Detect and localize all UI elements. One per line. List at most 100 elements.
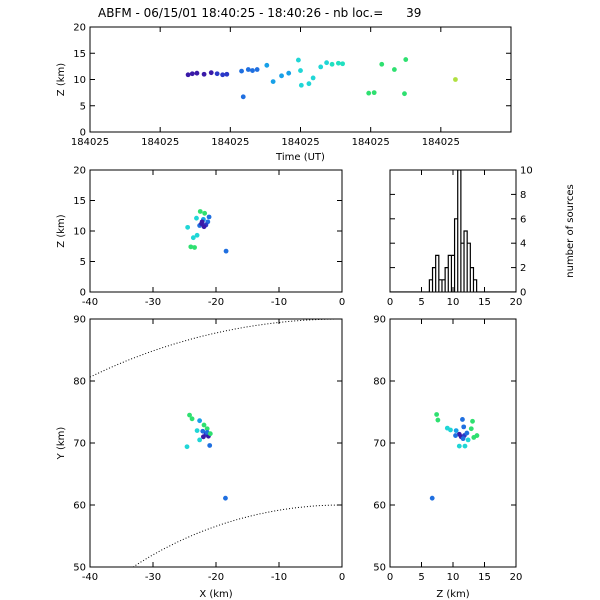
height_y-point (460, 436, 466, 442)
height_histogram-xtick-label: 15 (478, 297, 491, 308)
x_height-point (194, 232, 200, 238)
time_height-point (295, 57, 301, 63)
plan_view-ytick-label: 80 (73, 377, 86, 388)
time_height-x-axis-title: Time (UT) (275, 152, 325, 163)
height_y-ytick-label: 50 (373, 563, 386, 574)
height_y-xtick-label: 15 (478, 572, 491, 583)
time_height-point (310, 75, 316, 81)
time_height-point (371, 90, 377, 96)
plan_view-ytick-label: 70 (73, 439, 86, 450)
plan_view-point (223, 495, 228, 501)
x_height-point (199, 219, 205, 225)
height_y-point (471, 435, 477, 440)
x_height-panel: -40 -30 -20 -10 0 0 5 10 15 20 Z (km) (56, 166, 345, 309)
plan_view-point (207, 443, 213, 448)
plan_view-point (197, 437, 203, 443)
x_height-ytick-label: 20 (73, 166, 86, 177)
plan_view-data (90, 319, 342, 567)
height_histogram-y-axis-title: number of sources (565, 184, 576, 277)
time_height-point (403, 57, 409, 62)
time_height-xtick-label: 184025 (422, 137, 460, 148)
time_height-point (245, 67, 251, 72)
time_height-data (185, 57, 458, 100)
x_height-ytick-label: 5 (80, 257, 86, 268)
height_y-point (448, 427, 453, 433)
time_height-point (340, 61, 345, 67)
height_y-point (434, 412, 440, 417)
plan_view-point (201, 422, 207, 428)
time_height-point (189, 71, 195, 77)
time_height-point (286, 70, 292, 76)
height_y-point (461, 424, 467, 430)
time_height-point (270, 79, 276, 84)
x_height-xtick-label: -20 (208, 297, 224, 308)
time_height-point (324, 60, 330, 66)
x_height-ytick-label: 10 (73, 227, 86, 238)
height_histogram-ytick-label: 2 (520, 263, 526, 274)
time_height-point (335, 60, 341, 66)
time_height-point (279, 73, 284, 79)
x_height-frame (89, 169, 343, 293)
time_height-point (329, 61, 335, 67)
height_y-point (453, 428, 459, 433)
time_height-panel: 184025 184025 184025 184025 184025 1840250510… (56, 23, 512, 163)
time_height-point (254, 67, 260, 72)
plan_view-panel: -40 -30 -20 -10 0 50 60 70 80 90 X (km) Y (km) (56, 315, 345, 600)
x_height-xtick-label: -10 (271, 297, 287, 308)
plan_view-point (207, 431, 213, 437)
time_height-point (402, 91, 407, 97)
height_y-ytick-label: 60 (373, 501, 386, 512)
height_histogram-ytick-label: 4 (520, 239, 526, 250)
time_height-ytick-label: 10 (73, 75, 86, 86)
plan_view-point (187, 412, 192, 418)
x_height-point (190, 235, 196, 241)
plan_view-point (201, 434, 206, 440)
x_height-point (202, 210, 208, 216)
plan_view-y-axis-title: Y (km) (56, 427, 67, 461)
height_y-point (435, 417, 441, 423)
height_histogram-xtick-label: 20 (510, 297, 523, 308)
time_height-xtick-label: 184025 (71, 137, 109, 148)
time_height-xtick-label: 184025 (352, 137, 390, 148)
height_y-ytick-label: 70 (373, 439, 386, 450)
height_histogram-data (390, 170, 516, 292)
plan_view-point (197, 418, 203, 424)
plan_view-xtick-label: -10 (271, 572, 287, 583)
height_y-point (462, 443, 468, 449)
height_y-point (465, 437, 471, 443)
time_height-point (264, 62, 270, 68)
x_height-point (197, 209, 203, 214)
x_height-point (188, 244, 194, 250)
x_height-point (185, 224, 191, 230)
x_height-point (192, 245, 197, 250)
time_height-point (298, 82, 304, 88)
height_y-xtick-label: 10 (447, 572, 460, 583)
x_height-xtick-label: 0 (339, 297, 345, 308)
plan_view-range-arc-1 (132, 504, 342, 567)
time_height-point (453, 77, 458, 82)
time_height-point (391, 67, 397, 72)
height_y-point (453, 433, 458, 438)
x_height-xtick-label: -40 (82, 297, 98, 308)
plan_view-xtick-label: -40 (82, 572, 98, 583)
height_histogram-xtick-label: 0 (387, 297, 393, 308)
height_y-xtick-label: 5 (418, 572, 424, 583)
time_height-ytick-label: 15 (73, 49, 86, 60)
time_height-ytick-label: 5 (80, 101, 86, 112)
x_height-point (201, 224, 207, 230)
time_height-point (240, 94, 246, 100)
x_height-data (185, 209, 229, 254)
x_height-ytick-label: 0 (80, 288, 86, 299)
height_y-xtick-label: 20 (510, 572, 523, 583)
time_height-point (379, 61, 385, 67)
plan_view-point (200, 428, 206, 434)
time_height-point (208, 70, 214, 76)
x_height-point (206, 214, 212, 220)
plan_view-xtick-label: 0 (339, 572, 345, 583)
time_height-point (318, 64, 324, 70)
height_y-ytick-label: 90 (373, 315, 386, 326)
height_y-ytick-label: 80 (373, 377, 386, 388)
height_histogram-ytick-label: 8 (520, 190, 526, 201)
